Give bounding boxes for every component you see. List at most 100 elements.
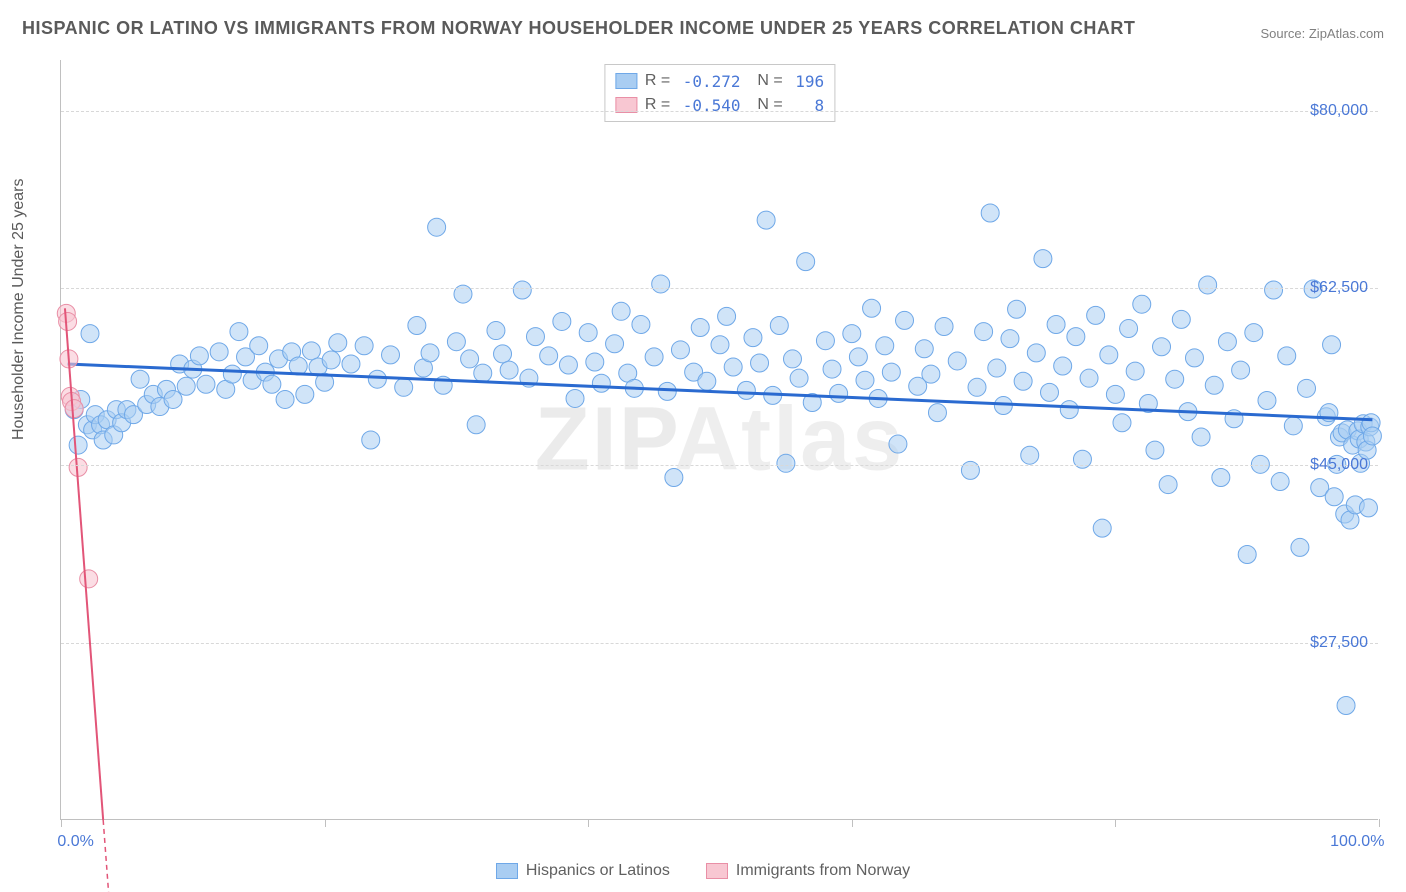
data-point [540,347,558,365]
x-tick [325,819,326,827]
data-point [553,312,571,330]
data-point [80,570,98,588]
data-point [329,334,347,352]
data-point [711,336,729,354]
data-point [863,299,881,317]
data-point [1153,338,1171,356]
data-point [223,365,241,383]
x-tick [1115,819,1116,827]
data-point [1067,328,1085,346]
data-point [896,311,914,329]
scatter-plot-svg [61,60,1378,819]
data-point [1054,357,1072,375]
legend-swatch [496,863,518,879]
data-point [1080,369,1098,387]
data-point [579,324,597,342]
data-point [131,370,149,388]
data-point [322,351,340,369]
data-point [296,385,314,403]
data-point [59,312,77,330]
x-tick-label: 0.0% [57,833,93,851]
data-point [1359,499,1377,517]
data-point [276,390,294,408]
data-point [461,350,479,368]
data-point [164,390,182,408]
x-tick [588,819,589,827]
legend-correlation-box: R = -0.272 N = 196 R = -0.540 N = 8 [604,64,835,122]
chart-plot-area: ZIPAtlas R = -0.272 N = 196 R = -0.540 N… [60,60,1378,820]
data-point [368,370,386,388]
legend-swatch [615,73,637,89]
data-point [856,371,874,389]
data-point [428,218,446,236]
legend-correlation-row: R = -0.540 N = 8 [615,93,824,117]
y-tick-label: $62,500 [1310,279,1368,297]
data-point [1060,401,1078,419]
data-point [447,333,465,351]
source-label: Source: ZipAtlas.com [1260,26,1384,41]
data-point [1014,372,1032,390]
data-point [1093,519,1111,537]
data-point [698,372,716,390]
data-point [355,337,373,355]
data-point [1245,324,1263,342]
data-point [1298,379,1316,397]
data-point [1278,347,1296,365]
gridline [61,288,1378,289]
data-point [797,253,815,271]
data-point [889,435,907,453]
data-point [494,345,512,363]
data-point [210,343,228,361]
data-point [645,348,663,366]
data-point [757,211,775,229]
data-point [197,375,215,393]
data-point [632,315,650,333]
y-tick-label: $45,000 [1310,456,1368,474]
data-point [816,332,834,350]
data-point [1133,295,1151,313]
data-point [849,348,867,366]
data-point [559,356,577,374]
data-point [1218,333,1236,351]
data-point [513,281,531,299]
data-point [302,342,320,360]
data-point [652,275,670,293]
legend-n-value: 196 [795,72,824,91]
data-point [777,454,795,472]
data-point [922,365,940,383]
data-point [421,344,439,362]
gridline [61,643,1378,644]
data-point [362,431,380,449]
data-point [770,316,788,334]
data-point [1325,488,1343,506]
data-point [1126,362,1144,380]
data-point [737,381,755,399]
data-point [1100,346,1118,364]
data-point [988,359,1006,377]
data-point [1323,336,1341,354]
data-point [606,335,624,353]
data-point [915,340,933,358]
data-point [1192,428,1210,446]
data-point [592,374,610,392]
legend-correlation-row: R = -0.272 N = 196 [615,69,824,93]
data-point [1199,276,1217,294]
data-point [1291,538,1309,556]
data-point [718,307,736,325]
legend-bottom: Hispanics or Latinos Immigrants from Norw… [0,862,1406,884]
legend-n-label: N = [749,72,788,90]
data-point [1113,414,1131,432]
data-point [1284,417,1302,435]
data-point [1087,306,1105,324]
data-point [843,325,861,343]
data-point [1166,370,1184,388]
data-point [1238,546,1256,564]
legend-label: Hispanics or Latinos [526,862,670,880]
data-point [526,328,544,346]
data-point [724,358,742,376]
data-point [823,360,841,378]
data-point [1258,391,1276,409]
data-point [474,364,492,382]
data-point [612,302,630,320]
legend-item: Immigrants from Norway [706,862,910,880]
